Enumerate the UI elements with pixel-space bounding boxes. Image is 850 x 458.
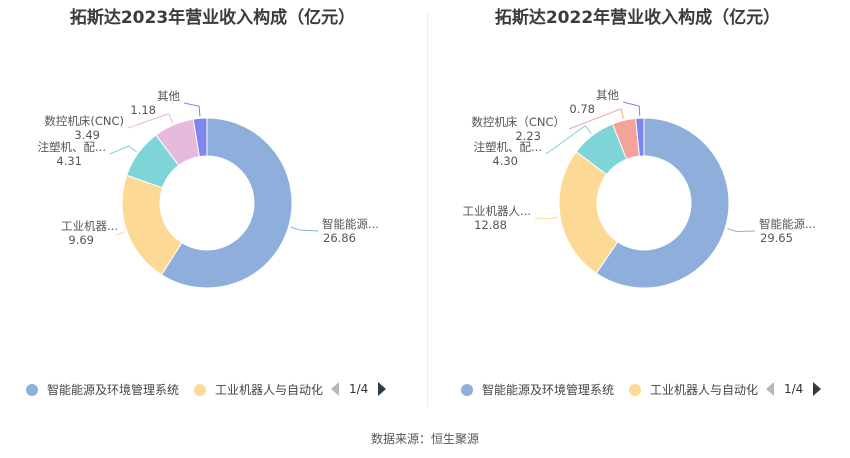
slice-value-label: 2.23 (515, 129, 541, 143)
slice-value-label: 26.86 (323, 231, 356, 245)
legend: 智能能源及环境管理系统 工业机器人与自动化 1/4 (0, 381, 425, 405)
slice-label: 智能能源... (322, 217, 379, 231)
legend-dot (194, 383, 206, 396)
slice-label: 其他 (157, 89, 180, 103)
slice-value-label: 29.65 (760, 231, 793, 245)
slice-value-label: 4.31 (56, 154, 82, 168)
leader-line-2 (115, 231, 126, 236)
legend-label: 智能能源及环境管理系统 (47, 383, 180, 397)
slice-label: 注塑机、配... (474, 140, 542, 154)
slice-1[interactable] (595, 117, 730, 289)
slice-label: 工业机器人... (463, 204, 531, 218)
slice-5[interactable] (635, 117, 645, 157)
legend-item-robot[interactable]: 工业机器人与自动化 (629, 381, 758, 398)
legend-dot (461, 383, 473, 396)
leader-line-1 (727, 228, 756, 232)
legend-label: 工业机器人与自动化 (650, 383, 759, 397)
prev-page-icon[interactable] (331, 382, 339, 396)
slice-value-label: 1.18 (130, 103, 156, 117)
slice-label: 注塑机、配... (38, 140, 106, 154)
legend-page-number: 1/4 (349, 382, 369, 396)
donut-chart-2022: 智能能源...29.65 工业机器人...12.88 注塑机、配...4.30 数控机… (463, 88, 816, 289)
leader-line-4 (127, 113, 174, 129)
legend-item-energy[interactable]: 智能能源及环境管理系统 (26, 381, 179, 398)
leader-line-1 (290, 226, 319, 232)
legend-label: 智能能源及环境管理系统 (482, 383, 615, 397)
legend-page-number: 1/4 (784, 382, 804, 396)
legend-item-energy[interactable]: 智能能源及环境管理系统 (461, 381, 614, 398)
slice-value-label: 3.49 (74, 128, 100, 142)
slice-value-label: 12.88 (474, 218, 507, 232)
legend-label: 工业机器人与自动化 (215, 383, 324, 397)
slice-label: 数控机床(CNC) (44, 114, 124, 128)
leader-line-3 (545, 125, 592, 155)
leader-line-3 (109, 145, 137, 155)
chart-title: 拓斯达2022年营业收入构成（亿元） (494, 8, 781, 28)
legend-pager: 1/4 (766, 382, 822, 396)
slice-label: 数控机床（CNC） (471, 115, 565, 129)
slice-5[interactable] (192, 117, 208, 158)
leader-line-2 (534, 216, 559, 220)
legend: 智能能源及环境管理系统 工业机器人与自动化 1/4 (425, 381, 850, 405)
prev-page-icon[interactable] (766, 382, 774, 396)
slice-label: 智能能源... (759, 217, 816, 231)
slice-value-label: 4.30 (492, 154, 518, 168)
panel-divider (427, 12, 428, 407)
legend-item-robot[interactable]: 工业机器人与自动化 (194, 381, 323, 398)
slice-value-label: 0.78 (569, 102, 595, 116)
slice-label: 工业机器... (61, 219, 118, 233)
slice-1[interactable] (160, 117, 293, 289)
legend-dot (26, 383, 38, 396)
data-source: 数据来源：恒生聚源 (370, 432, 479, 446)
legend-pager: 1/4 (331, 382, 387, 396)
next-page-icon[interactable] (813, 382, 822, 396)
leader-line-5 (183, 102, 201, 117)
donut-chart-2023: 智能能源...26.86 工业机器...9.69 注塑机、配...4.31 数控机床(… (38, 89, 379, 289)
chart-panel-2023: 拓斯达2023年营业收入构成（亿元） 智能能源... 26.86 工业机器... 9.… (0, 0, 425, 410)
chart-panel-2022: 拓斯达2022年营业收入构成（亿元） 智能能源... 29.65 工业机器人... 1… (425, 0, 850, 410)
leader-line-5 (622, 101, 641, 117)
next-page-icon[interactable] (378, 382, 387, 396)
slice-value-label: 9.69 (68, 233, 94, 247)
slice-label: 其他 (596, 88, 619, 102)
chart-title: 拓斯达2023年营业收入构成（亿元） (69, 8, 356, 28)
legend-dot (629, 383, 641, 396)
leader-line-4 (568, 108, 624, 130)
